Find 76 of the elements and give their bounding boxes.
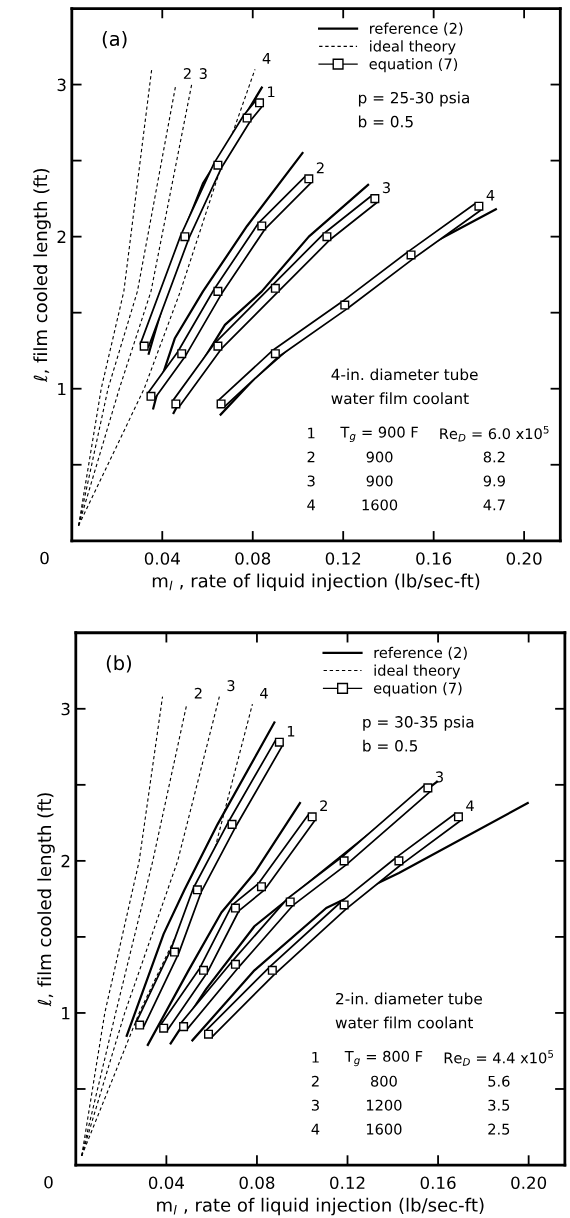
legend-label: reference (2) — [370, 22, 463, 36]
legend-label: reference (2) — [374, 646, 467, 660]
annotation: T$_{g}$ = 900 F — [340, 426, 418, 442]
annotation: Re$_{D}$ = 4.4 x10$^{5}$ — [444, 1050, 554, 1066]
annotation: 4 — [466, 800, 474, 812]
x-tick-label: 0.16 — [416, 552, 452, 565]
y-tick-label: 1 — [58, 382, 66, 396]
annotation: Re$_{D}$ = 6.0 x10$^{5}$ — [440, 425, 549, 442]
annotation: 2 — [316, 162, 324, 174]
annotation: 8.2 — [483, 451, 505, 463]
annotation: T$_{g}$ = 800 F — [344, 1050, 423, 1067]
annotation: 2 — [194, 687, 202, 699]
x-tick-label: 0.20 — [511, 1176, 547, 1190]
y-tick-label: 3 — [57, 78, 66, 92]
text: 0 — [44, 1175, 53, 1189]
legend-label: equation (7) — [373, 682, 462, 697]
annotation: 1 — [287, 725, 295, 737]
annotation: 3 — [311, 1099, 319, 1111]
legend-label: ideal theory — [370, 40, 456, 55]
text: 0 — [40, 551, 49, 565]
annotation: p = 30-35 psia — [363, 715, 474, 731]
annotation: 3 — [382, 182, 390, 194]
annotation: p = 25-30 psia — [358, 91, 469, 107]
x-tick-label: 0.08 — [235, 552, 271, 565]
legend-label: equation (7) — [369, 58, 458, 73]
y-axis-title: ℓ, film cooled length (ft) — [37, 793, 55, 1007]
legend-label: ideal theory — [374, 664, 461, 679]
annotation: 2.5 — [488, 1123, 510, 1135]
annotation: 3 — [307, 475, 315, 487]
annotation: 1200 — [366, 1099, 402, 1111]
annotation: 2 — [320, 800, 327, 812]
annotation: 1600 — [362, 499, 398, 511]
y-tick-label: 2 — [61, 854, 70, 868]
x-tick-label: 0.12 — [330, 1176, 365, 1190]
annotation: 2 — [311, 1075, 319, 1087]
annotation: water film coolant — [335, 1016, 474, 1029]
x-tick-label: 0.04 — [148, 1176, 184, 1190]
annotation: 2 — [307, 451, 315, 463]
x-tick-label: 0.16 — [420, 1176, 456, 1190]
x-axis-title: m$_{l}$ , rate of liquid injection (lb/sec-ft) — [152, 573, 480, 592]
annotation: 1 — [268, 86, 275, 98]
x-tick-label: 0.20 — [506, 552, 542, 565]
annotation: 4-in. diameter tube — [331, 368, 478, 381]
annotation: 3.5 — [488, 1099, 510, 1111]
annotation: 4.7 — [483, 499, 505, 511]
annotation: 1600 — [366, 1123, 402, 1135]
annotation: (a) — [102, 31, 127, 49]
annotation: 800 — [370, 1075, 397, 1087]
annotation: 4 — [262, 53, 271, 64]
annotation: 5.6 — [488, 1075, 510, 1087]
annotation: 1 — [308, 427, 315, 439]
x-axis-title: m$_{l}$ , rate of liquid injection (lb/sec-ft) — [157, 1197, 484, 1216]
annotation: 2 — [183, 68, 191, 79]
x-tick-label: 0.04 — [144, 552, 180, 565]
annotation: 3 — [199, 68, 207, 80]
annotation: 1 — [312, 1051, 319, 1063]
y-tick-label: 3 — [61, 702, 70, 716]
annotation: 4 — [486, 189, 495, 201]
annotation: 3 — [227, 680, 235, 692]
y-tick-label: 1 — [62, 1007, 70, 1020]
x-tick-label: 0.08 — [239, 1176, 275, 1190]
annotation: b = 0.5 — [363, 739, 418, 752]
y-axis-title: ℓ, film cooled length (ft) — [33, 168, 51, 383]
x-tick-label: 0.12 — [325, 552, 361, 565]
annotation: 900 — [366, 475, 393, 487]
annotation: 3 — [435, 771, 443, 783]
annotation: 4 — [260, 687, 268, 699]
annotation: 4 — [307, 499, 315, 511]
y-tick-label: 2 — [57, 230, 66, 243]
annotation: (b) — [106, 655, 131, 673]
annotation: b = 0.5 — [358, 115, 413, 128]
annotation: 2-in. diameter tube — [336, 992, 482, 1005]
annotation: 9.9 — [483, 475, 505, 487]
annotation: water film coolant — [331, 392, 469, 405]
annotation: 900 — [366, 451, 393, 463]
annotation: 4 — [311, 1123, 320, 1135]
